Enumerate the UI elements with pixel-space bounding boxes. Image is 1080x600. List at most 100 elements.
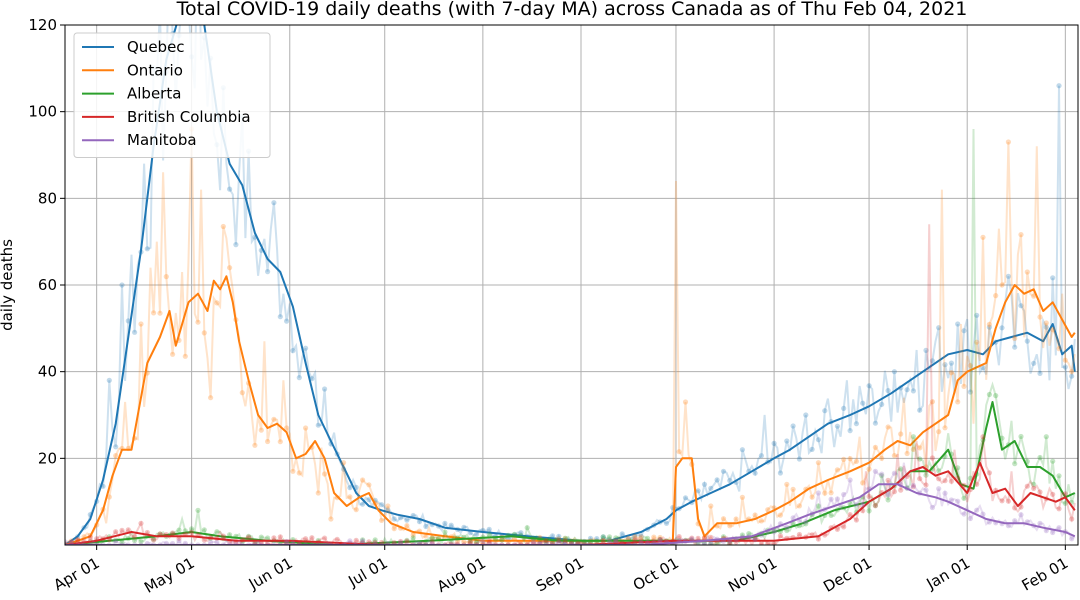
alberta-daily-point	[442, 529, 448, 535]
british-columbia-daily-point	[727, 541, 733, 545]
ontario-daily-point	[322, 471, 328, 477]
ontario-daily-point	[790, 486, 796, 492]
manitoba-daily-point	[923, 487, 929, 493]
manitoba-daily-point	[208, 539, 214, 545]
quebec-daily-point	[708, 485, 714, 491]
ontario-daily-point	[784, 481, 790, 487]
british-columbia-daily-point	[765, 541, 771, 545]
quebec-daily-point	[157, 7, 162, 12]
manitoba-daily-point	[113, 538, 119, 544]
quebec-daily-point	[777, 470, 784, 476]
ontario-daily-point	[860, 480, 866, 486]
manitoba-daily-point	[967, 515, 974, 522]
ontario-daily-point	[758, 518, 765, 524]
ontario-daily-point	[917, 445, 923, 451]
british-columbia-daily-point	[132, 534, 138, 540]
manitoba-daily-point	[1056, 525, 1062, 531]
quebec-daily-point	[315, 422, 321, 428]
ontario-daily-point	[777, 512, 784, 518]
x-tick-label: Dec 01	[820, 554, 875, 596]
quebec-daily-point	[600, 534, 606, 540]
british-columbia-daily-point	[334, 536, 340, 542]
british-columbia-daily-point	[923, 482, 929, 488]
quebec-daily-point	[758, 453, 765, 459]
ontario-daily-point	[733, 516, 739, 522]
british-columbia-daily-point	[113, 529, 119, 535]
ontario-daily-point	[284, 425, 290, 431]
ontario-daily-point	[1062, 357, 1068, 363]
alberta-daily-point	[600, 534, 606, 540]
ontario-daily-point	[1043, 320, 1049, 326]
manitoba-daily-point	[790, 515, 796, 521]
quebec-daily-point	[404, 517, 410, 523]
quebec-daily-point	[1037, 370, 1043, 376]
quebec-daily-point	[1062, 364, 1068, 370]
ontario-daily-point	[993, 293, 999, 299]
manitoba-daily-point	[948, 497, 955, 503]
quebec-daily-point	[974, 312, 980, 318]
manitoba-ma-line	[65, 483, 1076, 545]
quebec-daily-point	[790, 423, 796, 429]
alberta-daily-point	[265, 535, 271, 541]
alberta-daily-point	[214, 529, 220, 535]
manitoba-daily-point	[556, 540, 562, 545]
ontario-daily-point	[277, 439, 283, 445]
ontario-daily-point	[638, 534, 644, 540]
alberta-daily-point	[486, 531, 492, 538]
alberta-daily-point	[815, 503, 822, 509]
ontario-daily-point	[720, 516, 727, 522]
quebec-daily-point	[290, 348, 296, 354]
british-columbia-daily-point	[1056, 506, 1062, 512]
ontario-daily-point	[429, 535, 435, 541]
ontario-daily-point	[936, 429, 942, 435]
ontario-daily-point	[182, 353, 188, 359]
manitoba-daily-point	[708, 541, 714, 545]
british-columbia-daily-point	[632, 537, 638, 543]
british-columbia-daily-point	[885, 477, 891, 483]
british-columbia-ma-line	[65, 461, 1076, 545]
ontario-daily-point	[676, 449, 682, 455]
ontario-daily-point	[258, 427, 264, 433]
manitoba-daily-point	[720, 538, 727, 545]
british-columbia-daily-point	[948, 478, 955, 484]
british-columbia-daily-point	[695, 535, 701, 541]
ontario-daily-point	[410, 532, 416, 538]
manitoba-daily-point	[613, 538, 619, 544]
manitoba-daily-point	[955, 498, 961, 504]
x-tick-label: May 01	[141, 554, 198, 597]
british-columbia-daily-point	[271, 535, 277, 541]
quebec-daily-point	[518, 530, 524, 536]
british-columbia-daily-point	[796, 531, 803, 538]
alberta-daily-point	[151, 536, 157, 542]
legend: Quebec Ontario Alberta British Columbia Mani…	[73, 32, 271, 158]
alberta-daily-point	[524, 525, 530, 531]
british-columbia-daily-point	[1018, 504, 1024, 510]
quebec-daily-point	[815, 437, 822, 443]
manitoba-daily-point	[214, 539, 220, 545]
ontario-daily-point	[796, 503, 803, 509]
quebec-daily-point	[113, 444, 119, 450]
quebec-daily-point	[1005, 273, 1012, 279]
quebec-daily-point	[144, 246, 150, 252]
manitoba-daily-point	[416, 540, 423, 545]
alberta-daily-point	[410, 535, 416, 541]
quebec-daily-point	[822, 408, 828, 414]
manitoba-daily-point	[879, 471, 885, 477]
ontario-daily-point	[727, 523, 733, 529]
british-columbia-daily-point	[834, 526, 841, 532]
british-columbia-daily-point	[75, 537, 81, 543]
british-columbia-daily-point	[220, 533, 226, 539]
quebec-daily-point	[663, 520, 670, 526]
alberta-daily-point	[562, 535, 568, 541]
ontario-daily-point	[151, 310, 157, 316]
quebec-daily-point	[701, 481, 708, 487]
manitoba-daily-point	[1018, 512, 1024, 518]
manitoba-daily-point	[182, 540, 188, 545]
alberta-daily-point	[879, 473, 885, 479]
alberta-daily-point	[473, 539, 480, 545]
quebec-daily-point	[1031, 360, 1037, 366]
quebec-daily-point	[942, 362, 948, 368]
quebec-daily-point	[752, 470, 758, 476]
manitoba-daily-point	[284, 538, 290, 545]
ontario-daily-point	[904, 450, 910, 457]
